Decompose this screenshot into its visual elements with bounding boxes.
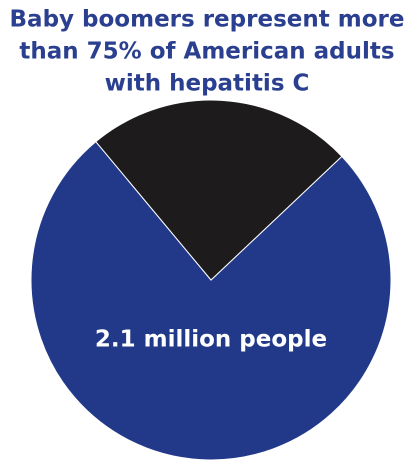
pie-slice xyxy=(95,99,343,281)
chart-title: than 75% of American adults xyxy=(19,39,394,65)
chart-title: with hepatitis C xyxy=(105,71,310,97)
slice-label: 2.1 million people xyxy=(95,327,327,353)
pie-slice xyxy=(30,140,392,461)
chart-title: Baby boomers represent more xyxy=(10,7,405,33)
